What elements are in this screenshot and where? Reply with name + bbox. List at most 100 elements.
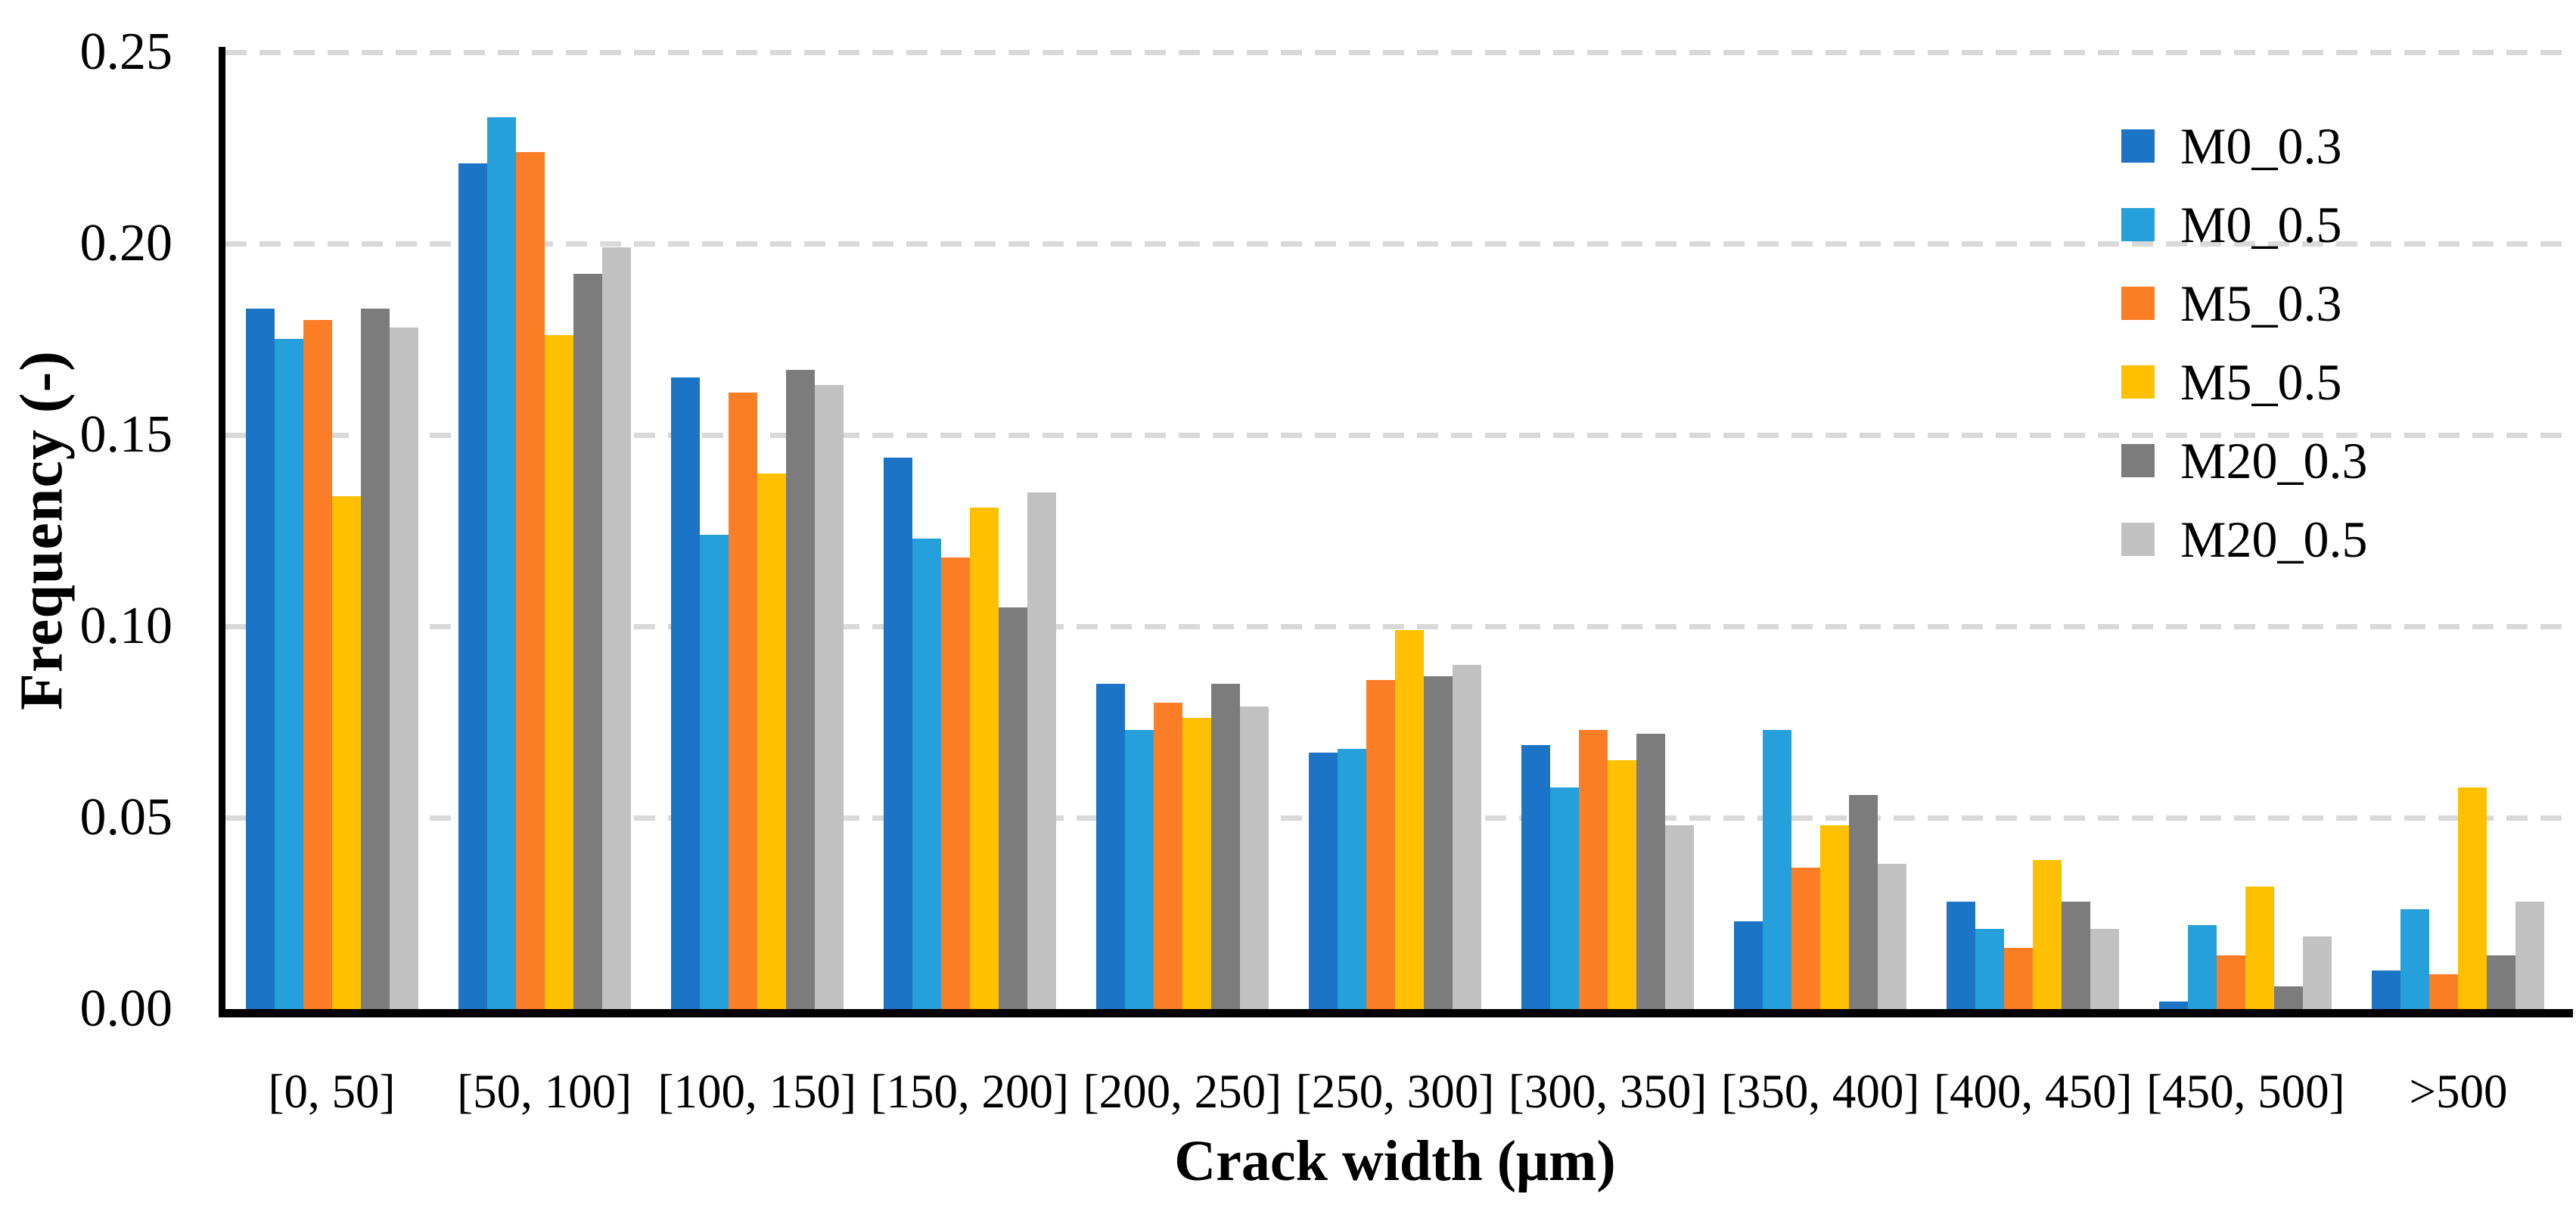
legend-label: M0_0.3	[2180, 116, 2342, 175]
bar-M20_0.5-[150, 200]	[1027, 492, 1056, 1009]
bar-M5_0.5-[350, 400]	[1820, 825, 1850, 1009]
bar-M5_0.3->500	[2429, 974, 2459, 1009]
bar-M5_0.3-[100, 150]	[728, 393, 757, 1009]
legend-swatch-icon	[2121, 287, 2155, 320]
bar-group-[450, 500]	[2139, 52, 2352, 1009]
bar-M20_0.3-[300, 350]	[1636, 734, 1666, 1009]
x-axis-title: Crack width (μm)	[1174, 1129, 1616, 1193]
legend-swatch-icon	[2121, 523, 2155, 556]
bar-M20_0.3-[450, 500]	[2274, 986, 2304, 1009]
bar-M20_0.3-[50, 100]	[573, 274, 602, 1009]
bar-M0_0.3-[100, 150]	[670, 377, 700, 1009]
bar-group-[150, 200]	[863, 52, 1076, 1009]
bar-M5_0.5-[300, 350]	[1608, 760, 1637, 1009]
bar-M20_0.5-[450, 500]	[2303, 936, 2332, 1009]
legend-swatch-icon	[2121, 444, 2155, 477]
x-tick-label: [400, 450]	[1934, 1065, 2133, 1118]
gridline	[225, 433, 2565, 438]
legend-label: M5_0.3	[2180, 274, 2342, 332]
bar-M5_0.5-[450, 500]	[2245, 887, 2275, 1009]
y-tick-label: 0.05	[79, 788, 173, 846]
legend-item-M20_0.3: M20_0.3	[2121, 421, 2367, 500]
legend-item-M5_0.3: M5_0.3	[2121, 264, 2367, 343]
gridline	[225, 624, 2565, 629]
bar-M5_0.3-[350, 400]	[1791, 868, 1821, 1009]
bar-M5_0.3-[400, 450]	[2004, 948, 2034, 1009]
bar-M0_0.5-[400, 450]	[1975, 929, 2005, 1009]
gridline	[225, 50, 2565, 55]
bar-M20_0.5->500	[2515, 902, 2545, 1009]
bar-M0_0.3-[350, 400]	[1734, 921, 1763, 1009]
x-axis-line	[219, 1009, 2573, 1017]
bar-M5_0.3-[250, 300]	[1366, 680, 1395, 1009]
bar-group->500	[2352, 52, 2565, 1009]
x-tick-label: [200, 250]	[1083, 1065, 1282, 1118]
legend-swatch-icon	[2121, 208, 2155, 241]
x-tick-label: [350, 400]	[1720, 1065, 1920, 1118]
bar-M5_0.3-[150, 200]	[940, 557, 970, 1009]
bar-M5_0.3-[200, 250]	[1153, 703, 1182, 1009]
x-tick-label: [150, 200]	[870, 1065, 1070, 1118]
bar-M0_0.5-[450, 500]	[2188, 925, 2217, 1009]
bar-M5_0.5->500	[2458, 787, 2487, 1009]
bar-M20_0.5-[200, 250]	[1239, 706, 1269, 1009]
bar-M0_0.5-[300, 350]	[1550, 787, 1580, 1009]
legend-item-M0_0.3: M0_0.3	[2121, 107, 2367, 185]
legend: M0_0.3 M0_0.5 M5_0.3 M5_0.5 M20_0.3 M20_0.5	[2121, 107, 2367, 579]
legend-swatch-icon	[2121, 365, 2155, 399]
bar-M0_0.5->500	[2400, 909, 2430, 1009]
bar-M20_0.5-[0, 50]	[389, 328, 418, 1009]
bar-M20_0.5-[300, 350]	[1665, 825, 1695, 1009]
bar-M0_0.3-[200, 250]	[1095, 684, 1125, 1009]
bar-group-[50, 100]	[438, 52, 651, 1009]
bar-M5_0.5-[100, 150]	[757, 474, 786, 1009]
bar-M0_0.3-[0, 50]	[245, 309, 275, 1009]
y-tick-label: 0.25	[79, 23, 173, 81]
bar-M0_0.5-[350, 400]	[1763, 730, 1792, 1009]
x-tick-label: [50, 100]	[457, 1065, 632, 1118]
bar-M20_0.3->500	[2487, 955, 2516, 1009]
bar-group-[100, 150]	[651, 52, 863, 1009]
legend-label: M5_0.5	[2180, 352, 2342, 411]
bar-M20_0.3-[400, 450]	[2062, 902, 2091, 1009]
bar-M20_0.5-[350, 400]	[1878, 864, 1907, 1009]
bar-M0_0.5-[100, 150]	[699, 535, 729, 1009]
bar-M5_0.3-[0, 50]	[303, 320, 332, 1009]
bar-M20_0.3-[100, 150]	[785, 370, 815, 1009]
bar-M0_0.3-[450, 500]	[2159, 1001, 2189, 1009]
bar-group-[250, 300]	[1288, 52, 1501, 1009]
bar-M20_0.3-[250, 300]	[1423, 676, 1453, 1009]
bar-M5_0.5-[0, 50]	[331, 496, 361, 1009]
legend-item-M0_0.5: M0_0.5	[2121, 185, 2367, 264]
bar-group-[0, 50]	[225, 52, 438, 1009]
legend-label: M20_0.5	[2180, 510, 2368, 568]
x-tick-label: [0, 50]	[268, 1065, 396, 1118]
legend-label: M20_0.3	[2180, 431, 2368, 489]
bar-M0_0.3-[400, 450]	[1947, 902, 1976, 1009]
x-tick-label: [250, 300]	[1295, 1065, 1495, 1118]
y-tick-label: 0.10	[79, 597, 173, 655]
y-axis-title: Frequency (-)	[8, 350, 76, 711]
plot-area	[225, 50, 2565, 1009]
bar-M20_0.5-[100, 150]	[814, 385, 844, 1009]
bar-M20_0.5-[250, 300]	[1452, 665, 1481, 1009]
bar-group-[200, 250]	[1076, 52, 1288, 1009]
bar-M20_0.3-[150, 200]	[998, 607, 1027, 1009]
x-tick-label: [100, 150]	[657, 1065, 856, 1118]
bar-M20_0.3-[350, 400]	[1849, 795, 1878, 1009]
bar-M0_0.3-[300, 350]	[1521, 745, 1551, 1009]
bar-M5_0.5-[400, 450]	[2033, 860, 2062, 1009]
y-tick-label: 0.15	[79, 405, 173, 464]
bar-M20_0.5-[400, 450]	[2090, 929, 2120, 1009]
bar-M20_0.5-[50, 100]	[601, 247, 631, 1009]
bar-group-[400, 450]	[1927, 52, 2139, 1009]
legend-swatch-icon	[2121, 129, 2155, 163]
bar-M20_0.3-[0, 50]	[360, 309, 390, 1009]
bar-M5_0.3-[50, 100]	[515, 152, 545, 1009]
bar-M0_0.5-[200, 250]	[1124, 730, 1154, 1009]
x-tick-label: [450, 500]	[2146, 1065, 2345, 1118]
bar-M0_0.3->500	[2372, 970, 2401, 1009]
bar-M0_0.5-[50, 100]	[486, 117, 516, 1009]
legend-label: M0_0.5	[2180, 195, 2342, 253]
bar-M5_0.3-[450, 500]	[2217, 955, 2246, 1009]
